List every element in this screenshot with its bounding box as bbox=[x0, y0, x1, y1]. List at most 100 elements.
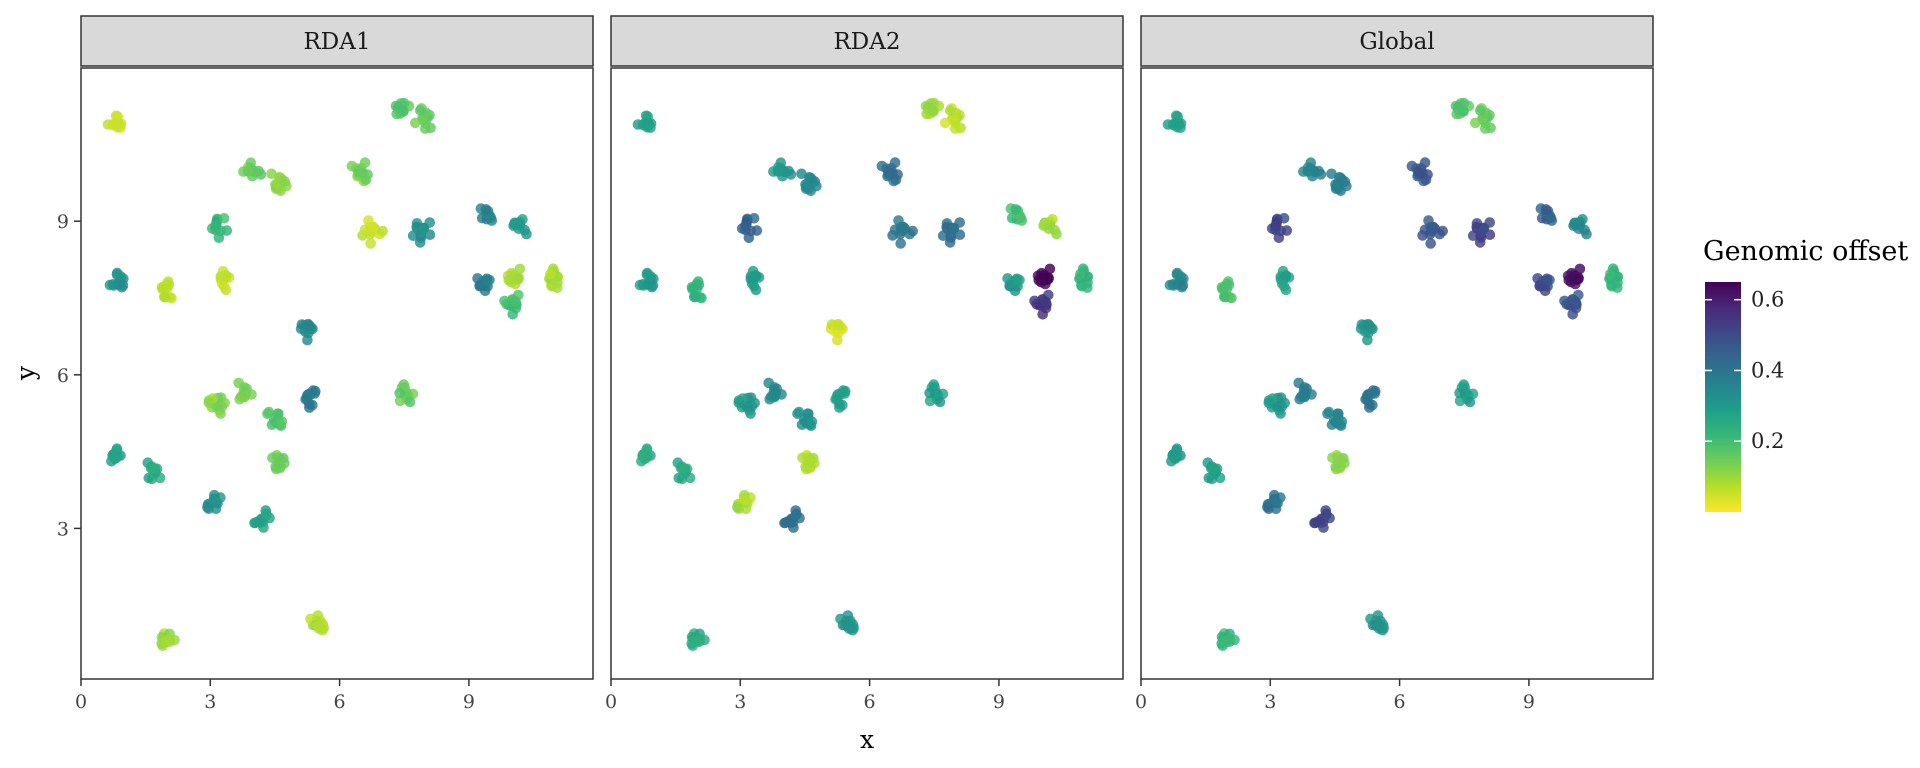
data-point bbox=[163, 279, 175, 291]
data-point bbox=[934, 396, 946, 408]
data-point bbox=[1361, 393, 1373, 405]
data-point bbox=[883, 166, 894, 177]
data-point bbox=[1335, 185, 1346, 197]
points bbox=[1162, 97, 1624, 651]
data-point bbox=[764, 393, 775, 405]
facet-strip-label: RDA2 bbox=[833, 29, 900, 55]
data-point bbox=[1478, 223, 1489, 235]
data-point bbox=[1336, 416, 1348, 427]
data-point bbox=[1171, 445, 1182, 456]
data-point bbox=[275, 454, 286, 466]
data-point bbox=[842, 620, 853, 631]
data-point bbox=[1372, 620, 1383, 631]
data-point bbox=[203, 397, 215, 409]
data-point bbox=[950, 123, 961, 134]
data-point bbox=[545, 268, 556, 280]
data-point bbox=[1171, 269, 1183, 280]
x-tick-label: 0 bbox=[1135, 691, 1147, 713]
data-point bbox=[304, 402, 315, 413]
data-point bbox=[1458, 106, 1469, 117]
data-point bbox=[740, 220, 751, 232]
data-point bbox=[1369, 388, 1380, 399]
data-point bbox=[642, 111, 653, 122]
data-point bbox=[1040, 296, 1051, 307]
colorbar-tick-label: 0.2 bbox=[1751, 429, 1784, 453]
data-point bbox=[1033, 275, 1045, 286]
data-point bbox=[739, 494, 750, 506]
y-tick-label: 6 bbox=[57, 365, 69, 387]
data-point bbox=[1559, 295, 1570, 307]
data-point bbox=[234, 393, 245, 405]
data-point bbox=[1278, 213, 1290, 224]
data-point bbox=[1037, 309, 1048, 320]
data-point bbox=[1322, 408, 1333, 420]
data-point bbox=[507, 309, 518, 320]
data-point bbox=[164, 633, 176, 645]
data-point bbox=[1223, 279, 1235, 291]
legend-title: Genomic offset bbox=[1703, 236, 1908, 267]
data-point bbox=[117, 280, 129, 291]
x-tick-label: 3 bbox=[734, 691, 746, 713]
data-point bbox=[414, 237, 426, 248]
data-point bbox=[750, 270, 762, 282]
data-point bbox=[1458, 379, 1470, 390]
data-point bbox=[262, 408, 273, 420]
data-point bbox=[1263, 397, 1275, 409]
data-point bbox=[1306, 389, 1317, 400]
x-tick-label: 3 bbox=[1264, 691, 1276, 713]
data-point bbox=[746, 278, 758, 289]
data-point bbox=[1276, 401, 1288, 412]
data-point bbox=[279, 176, 291, 187]
data-point bbox=[1474, 237, 1486, 248]
facet-panel-rda2: RDA2 0 3 6 9 bbox=[605, 15, 1124, 713]
data-point bbox=[309, 388, 321, 399]
data-point bbox=[220, 270, 232, 282]
data-point bbox=[1320, 510, 1332, 521]
facet-strip-label: RDA1 bbox=[303, 29, 370, 55]
data-point bbox=[418, 223, 429, 235]
data-point bbox=[484, 274, 495, 286]
data-point bbox=[1573, 223, 1584, 235]
data-point bbox=[513, 273, 524, 285]
data-point bbox=[272, 408, 284, 420]
data-point bbox=[1043, 223, 1054, 235]
data-point bbox=[1425, 238, 1436, 249]
data-point bbox=[266, 168, 277, 180]
data-point bbox=[216, 278, 228, 289]
data-point bbox=[831, 393, 843, 405]
points bbox=[632, 97, 1094, 651]
data-point bbox=[1339, 176, 1351, 187]
data-point bbox=[1563, 275, 1575, 286]
data-point bbox=[779, 517, 790, 529]
data-point bbox=[510, 296, 521, 307]
data-point bbox=[210, 503, 222, 515]
data-point bbox=[1309, 517, 1320, 529]
data-point bbox=[832, 318, 844, 330]
data-point bbox=[1219, 291, 1231, 303]
data-point bbox=[1567, 309, 1578, 320]
data-point bbox=[898, 222, 909, 233]
x-tick-label: 0 bbox=[75, 691, 87, 713]
data-point bbox=[301, 393, 313, 405]
data-point bbox=[1270, 503, 1282, 515]
data-point bbox=[1413, 166, 1424, 177]
data-point bbox=[796, 168, 807, 180]
data-point bbox=[246, 389, 257, 400]
data-point bbox=[1327, 452, 1338, 464]
data-point bbox=[776, 389, 787, 400]
facet-panel-global: Global 0 3 6 9 bbox=[1135, 15, 1654, 713]
data-point bbox=[839, 388, 850, 399]
colorbar-tick-label: 0.6 bbox=[1751, 288, 1784, 312]
data-point bbox=[1573, 273, 1584, 285]
data-point bbox=[805, 454, 816, 466]
data-point bbox=[689, 291, 701, 303]
data-point bbox=[159, 291, 171, 303]
data-point bbox=[641, 269, 653, 280]
data-point bbox=[1280, 270, 1292, 282]
y-tick-label: 3 bbox=[57, 518, 69, 540]
data-point bbox=[895, 238, 906, 249]
data-point bbox=[404, 396, 416, 408]
data-point bbox=[834, 402, 845, 413]
data-point bbox=[1326, 168, 1337, 180]
